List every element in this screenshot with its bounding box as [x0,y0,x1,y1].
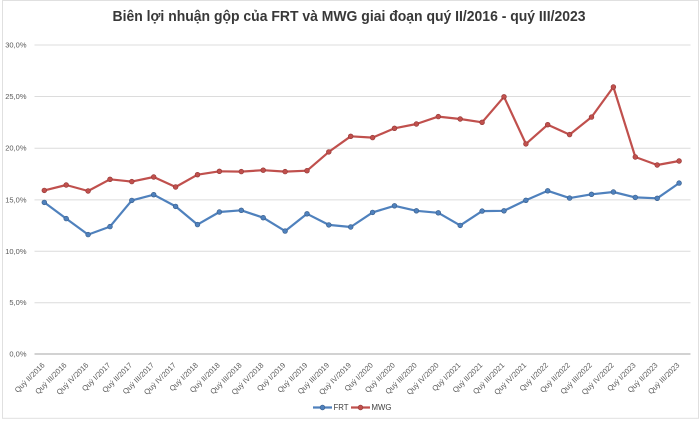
svg-text:5,0%: 5,0% [9,298,26,307]
svg-text:25,0%: 25,0% [5,92,27,101]
svg-text:0,0%: 0,0% [9,350,26,359]
svg-text:FRT: FRT [334,403,349,412]
svg-text:Biên lợi nhuận gộp của FRT và: Biên lợi nhuận gộp của FRT và MWG giai đ… [113,8,586,25]
svg-text:10,0%: 10,0% [5,247,27,256]
svg-text:30,0%: 30,0% [5,41,27,50]
svg-text:MWG: MWG [372,403,392,412]
svg-text:15,0%: 15,0% [5,195,27,204]
svg-text:20,0%: 20,0% [5,144,27,153]
